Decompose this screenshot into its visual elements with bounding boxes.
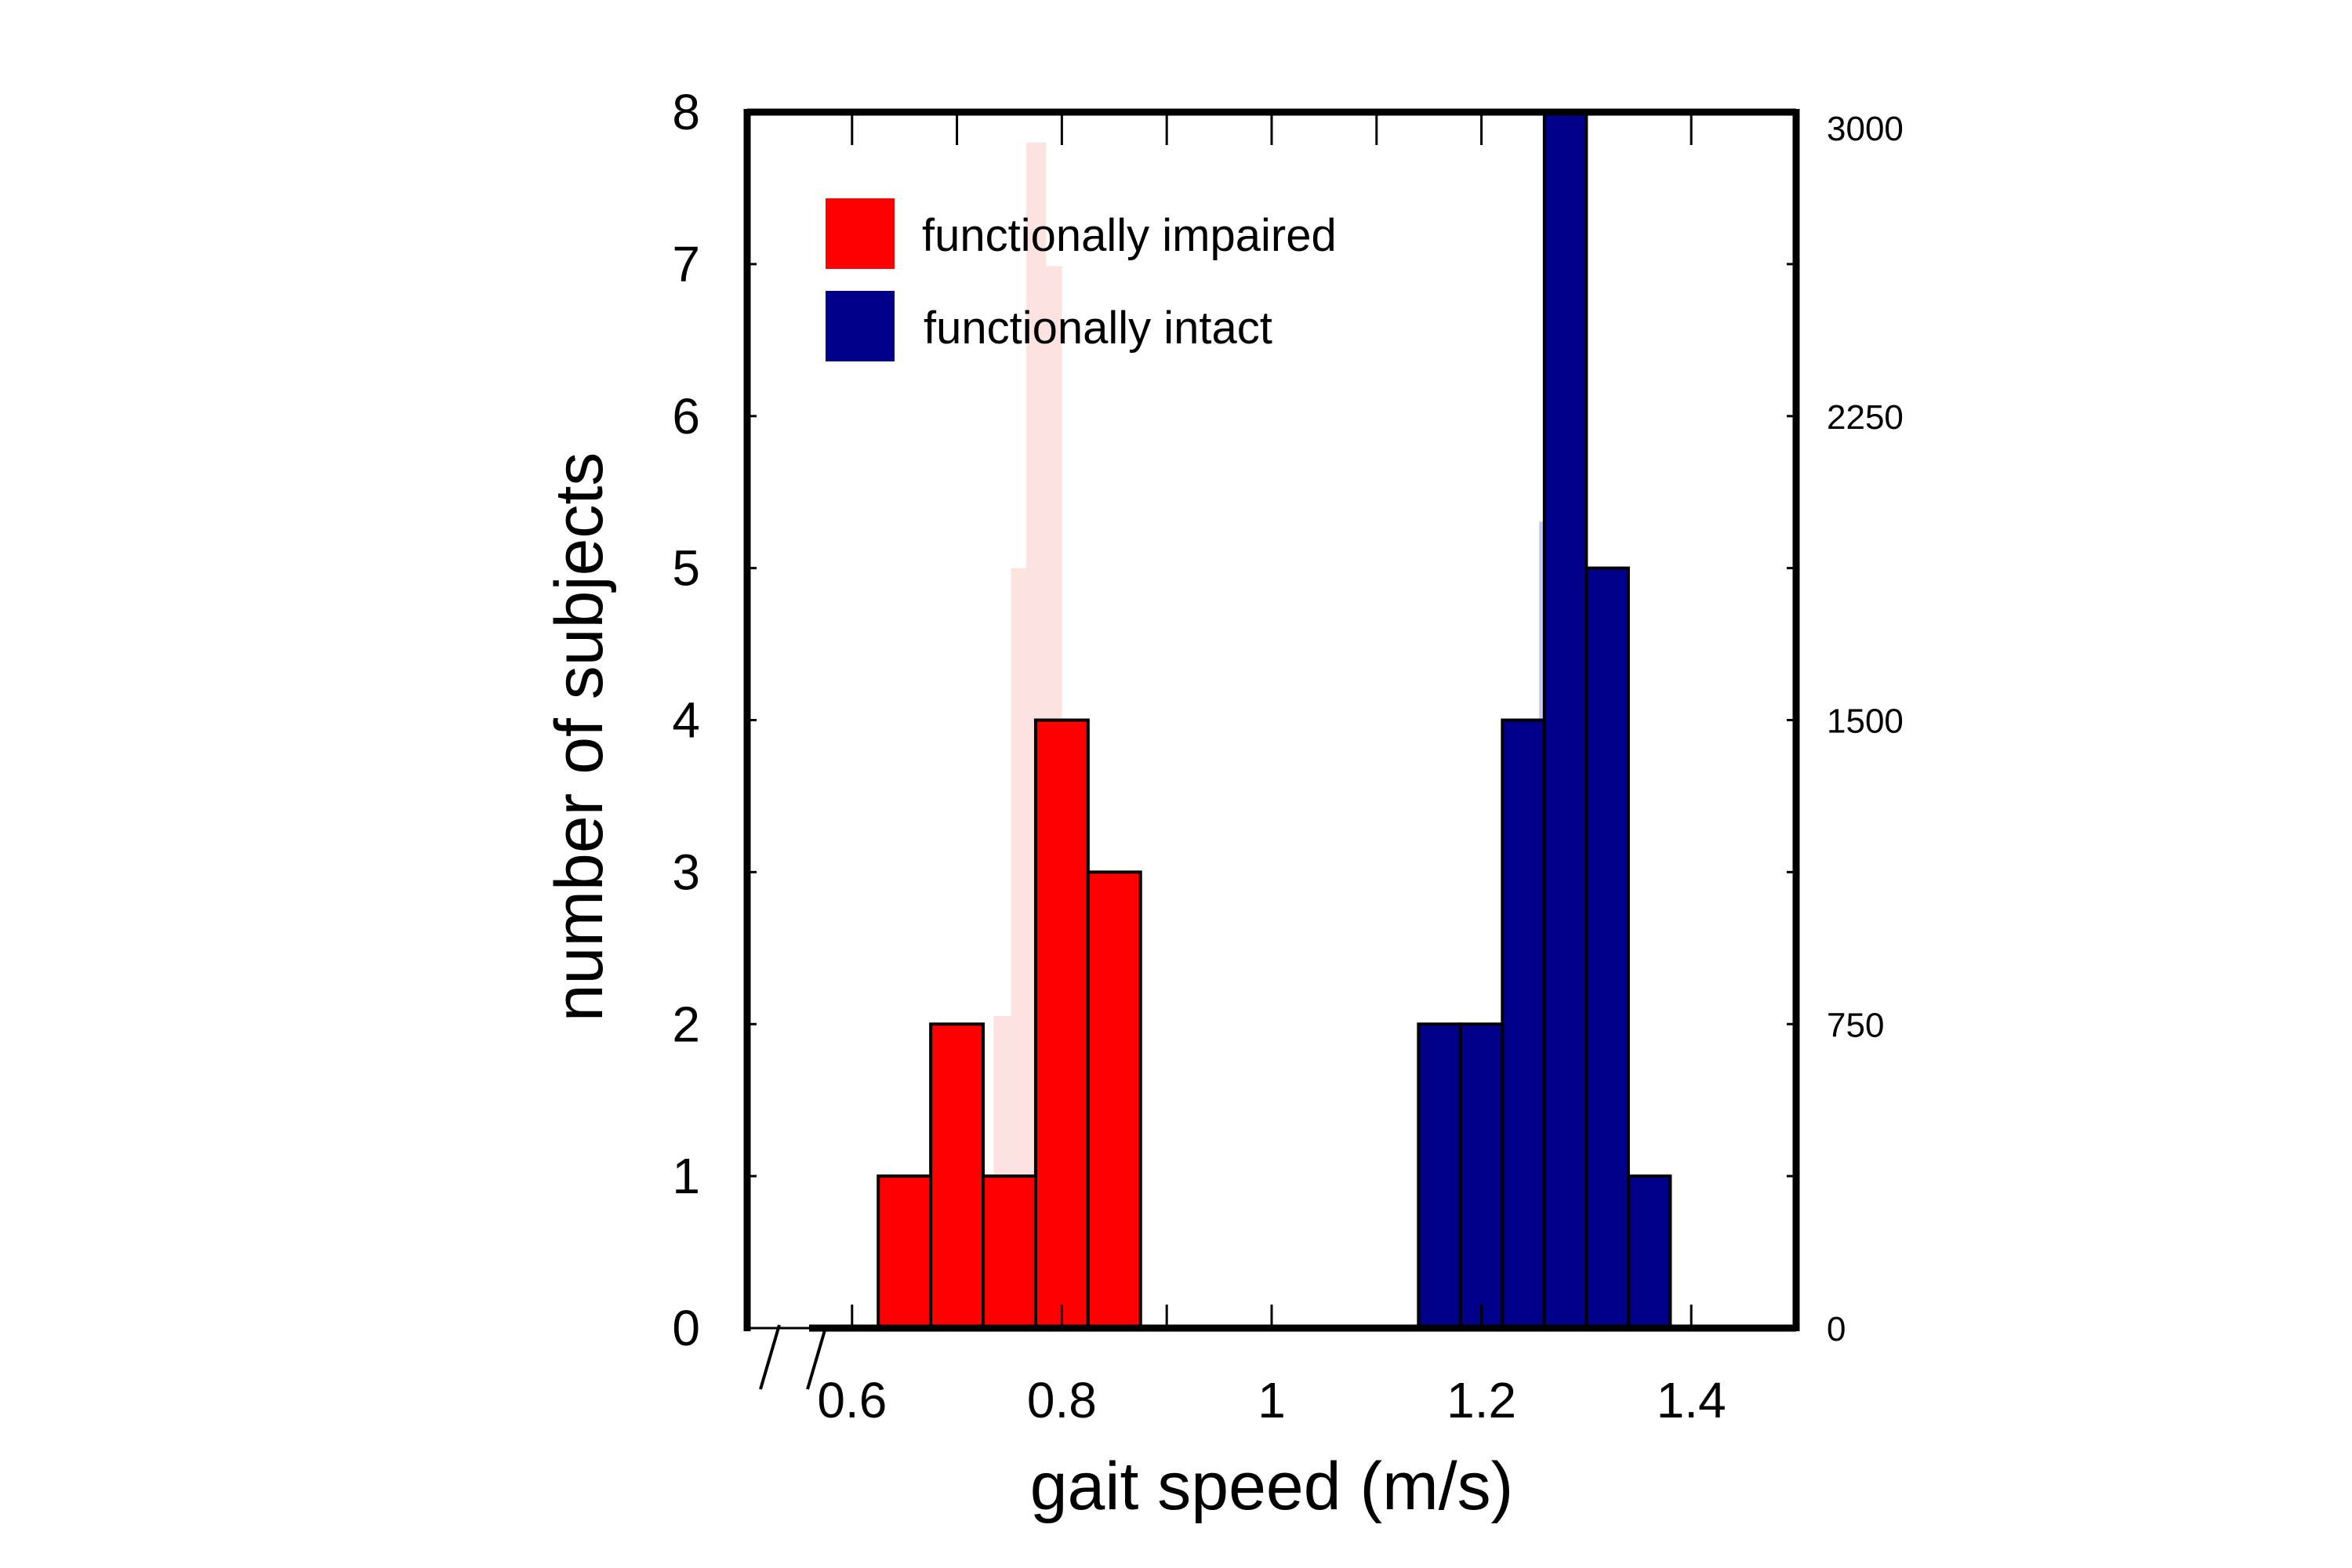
legend-label-impaired: functionally impaired	[922, 210, 1337, 261]
y-tick-label: 4	[672, 692, 700, 749]
histogram-bar	[1417, 1022, 1462, 1330]
histogram-bar	[1033, 718, 1090, 1330]
histogram-bars	[877, 111, 1672, 1330]
secondary-y-tick-label: 0	[1827, 1310, 1846, 1348]
x-tick-label: 1.4	[1657, 1372, 1726, 1428]
axis-break-mark	[806, 1324, 828, 1390]
legend: functionally impaired functionally intac…	[826, 198, 1337, 361]
histogram-bar	[1626, 1174, 1672, 1330]
y-tick-label: 0	[672, 1300, 700, 1356]
y-tick-label: 7	[672, 236, 700, 292]
y-axis-title: number of subjects	[542, 452, 617, 1022]
secondary-y-tick-label: 1500	[1827, 702, 1904, 741]
histogram-bar	[929, 1022, 985, 1330]
x-tick-label: 1.2	[1446, 1372, 1516, 1428]
legend-swatch-impaired	[826, 198, 895, 269]
legend-label-intact: functionally intact	[924, 303, 1272, 354]
secondary-y-tick-label: 3000	[1827, 110, 1904, 148]
tick-labels: 0 1 2 3 4 5 6 7 8 0.6 0.8 1 1.2 1.4 0 750 1500 2250 3000	[672, 84, 1903, 1428]
y-tick-label: 1	[672, 1148, 700, 1204]
background-bar	[1011, 568, 1026, 1328]
x-tick-label: 0.8	[1027, 1372, 1097, 1428]
y-tick-label: 8	[672, 84, 700, 140]
histogram-bar	[982, 1174, 1037, 1330]
histogram-bar	[1458, 1022, 1504, 1330]
histogram-bar	[1542, 111, 1588, 1330]
histogram-bar	[1584, 566, 1630, 1330]
y-tick-label: 5	[672, 540, 700, 597]
secondary-y-tick-label: 750	[1827, 1006, 1884, 1044]
y-tick-label: 3	[672, 844, 700, 900]
histogram-bar	[877, 1174, 933, 1330]
y-tick-label: 2	[672, 996, 700, 1052]
axis-break-mark	[759, 1324, 781, 1390]
y-tick-label: 6	[672, 388, 700, 445]
legend-swatch-intact	[826, 291, 895, 361]
x-axis-title: gait speed (m/s)	[1030, 1449, 1514, 1524]
histogram-bar	[1501, 718, 1546, 1330]
secondary-y-tick-label: 2250	[1827, 398, 1904, 437]
x-tick-label: 0.6	[817, 1372, 887, 1428]
x-tick-label: 1	[1258, 1372, 1286, 1428]
histogram-bar	[1086, 870, 1142, 1330]
ticks	[747, 111, 1796, 1330]
